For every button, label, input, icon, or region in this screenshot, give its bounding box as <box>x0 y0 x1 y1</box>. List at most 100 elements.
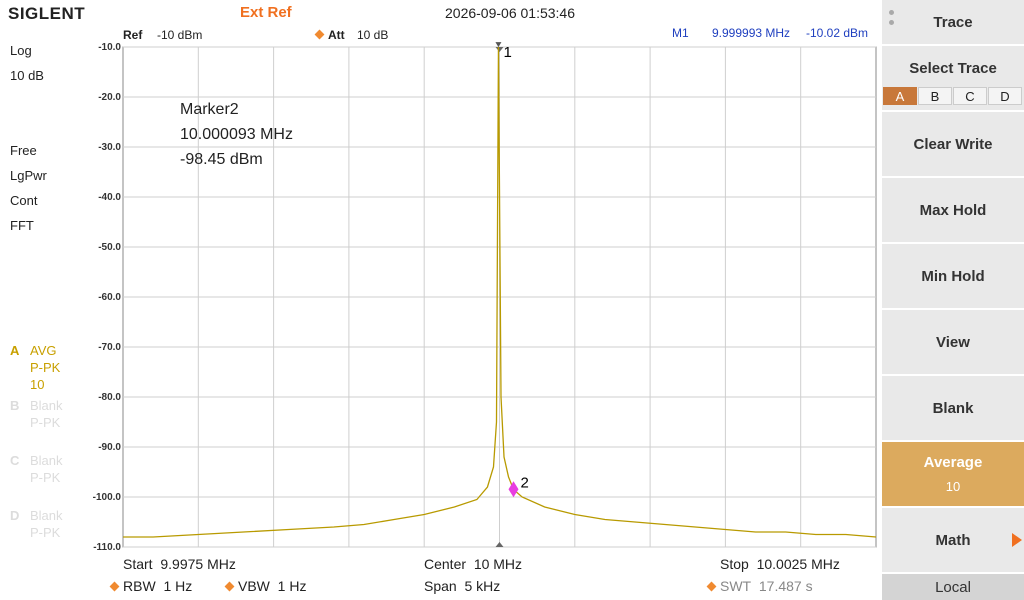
datetime: 2026-09-06 01:53:46 <box>445 5 575 21</box>
select-trace-text: Select Trace <box>909 60 997 77</box>
att-label-text: Att <box>328 28 345 42</box>
submenu-arrow <box>1012 533 1022 547</box>
start: Start 9.9975 MHz <box>123 556 236 572</box>
y-tick-label: -50.0 <box>98 242 121 253</box>
value: 1 Hz <box>163 578 193 594</box>
y-tick-label: -110.0 <box>93 542 121 553</box>
trace-letter: A <box>10 343 20 358</box>
att-value: 10 dB <box>357 28 389 42</box>
softkey-value: 10 <box>945 479 961 494</box>
label: RBW <box>123 578 156 594</box>
trace-info: P-PK <box>30 525 61 540</box>
value: 1 Hz <box>277 578 307 594</box>
trace-letter: C <box>10 453 20 468</box>
label: Start <box>123 556 153 572</box>
center-marker <box>495 542 504 547</box>
y-tick-label: -20.0 <box>98 92 121 103</box>
softkey-label: Clear Write <box>913 135 993 153</box>
softkey-selected[interactable]: Average 10 <box>882 442 1024 506</box>
swt: SWT 17.487 s <box>706 578 813 594</box>
trace-info: P-PK <box>30 415 61 430</box>
spectrum-chart: -10.0 -20.0 -30.0 -40.0 -50.0 -60.0 -70.0 -80.0… <box>93 42 877 553</box>
softkey[interactable]: Min Hold <box>882 244 1024 308</box>
trigger: Free <box>10 143 37 158</box>
readout-level: -98.45 dBm <box>180 151 263 168</box>
label: VBW <box>238 578 270 594</box>
trace-info: 10 <box>30 377 45 392</box>
icon <box>224 581 235 592</box>
softkey[interactable]: Clear Write <box>882 112 1024 176</box>
sweep: Cont <box>10 193 38 208</box>
trace-tab[interactable]: D <box>988 87 1022 105</box>
mode: FFT <box>10 218 34 233</box>
center-marker <box>495 47 504 52</box>
detector: LgPwr <box>10 168 47 183</box>
readout-freq: 10.000093 MHz <box>180 126 293 143</box>
y-tick-label: -80.0 <box>98 392 121 403</box>
trace-info: P-PK <box>30 470 61 485</box>
scale: Log <box>10 43 32 58</box>
trace-letter: D <box>10 508 20 523</box>
center: Center 10 MHz <box>424 556 522 572</box>
brand: SIGLENT <box>8 4 86 23</box>
softkey-label: Average <box>923 454 983 471</box>
trace-letter: B <box>10 398 20 413</box>
ref-label: Ref <box>123 28 143 42</box>
scale-div: 10 dB <box>10 68 44 83</box>
marker <box>508 481 519 498</box>
label: Center <box>424 556 467 572</box>
marker <box>495 42 502 48</box>
ref-value: -10 dBm <box>157 28 203 42</box>
softkey-label: Min Hold <box>921 267 985 285</box>
trace-info: AVG <box>30 343 57 358</box>
y-tick-label: -30.0 <box>98 142 121 153</box>
label: Span <box>424 578 457 594</box>
trace-line <box>123 46 877 538</box>
vbw: VBW 1 Hz <box>224 578 307 594</box>
value: 17.487 s <box>758 578 813 594</box>
local-label: Local <box>935 578 971 596</box>
marker-name: M1 <box>672 26 689 40</box>
icon <box>706 581 717 592</box>
att-label: Att <box>314 28 345 42</box>
readout-title: Marker2 <box>180 101 239 118</box>
rbw: RBW 1 Hz <box>109 578 193 594</box>
stop: Stop 10.0025 MHz <box>720 556 840 572</box>
marker-level: -10.02 dBm <box>806 26 869 40</box>
softkey[interactable]: Math <box>882 508 1024 572</box>
menu-title: Trace <box>882 0 1024 44</box>
y-tick-label: -40.0 <box>98 192 121 203</box>
trace-tab[interactable]: A <box>883 87 917 105</box>
value: 9.9975 MHz <box>160 556 236 572</box>
trace-info: Blank <box>30 453 63 468</box>
value: 5 kHz <box>464 578 501 594</box>
menu-title-text: Trace <box>933 13 973 31</box>
y-tick-label: -10.0 <box>98 42 121 53</box>
marker-label: 2 <box>521 474 529 491</box>
span: Span 5 kHz <box>424 578 500 594</box>
softkey[interactable]: View <box>882 310 1024 374</box>
dot <box>889 10 894 15</box>
marker-label: 1 <box>503 44 511 61</box>
trace-tab[interactable]: B <box>918 87 952 105</box>
trace-tab[interactable]: C <box>953 87 987 105</box>
marker-freq: 9.999993 MHz <box>712 26 791 40</box>
softkey[interactable]: Blank <box>882 376 1024 440</box>
softkey-label: Max Hold <box>919 201 987 219</box>
trace-info: P-PK <box>30 360 61 375</box>
y-tick-label: -100.0 <box>93 492 122 503</box>
label: SWT <box>720 578 752 594</box>
ref-source: Ext Ref <box>240 4 292 21</box>
trace-info: Blank <box>30 508 63 523</box>
value: 10.0025 MHz <box>756 556 840 572</box>
softkey[interactable]: Max Hold <box>882 178 1024 242</box>
local-key[interactable]: Local <box>882 574 1024 600</box>
value: 10 MHz <box>473 556 523 572</box>
y-tick-label: -60.0 <box>98 292 121 303</box>
softkey-label: View <box>936 333 970 351</box>
y-tick-label: -70.0 <box>98 342 121 353</box>
softkey-label: Blank <box>932 399 974 417</box>
trace-info: Blank <box>30 398 63 413</box>
